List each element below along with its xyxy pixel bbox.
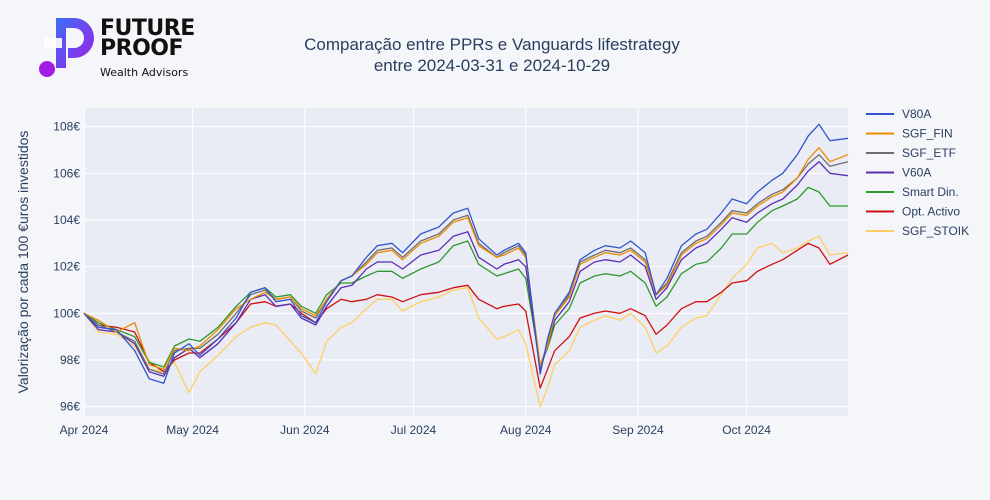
chart-title-line-2: entre 2024-03-31 e 2024-10-29 xyxy=(373,56,611,75)
legend-label: V80A xyxy=(902,107,931,121)
chart-title-line-1: Comparação entre PPRs e Vanguards lifest… xyxy=(304,35,680,54)
y-tick-label: 104€ xyxy=(53,213,80,227)
logo-mark-icon xyxy=(39,18,94,77)
x-tick-label: Apr 2024 xyxy=(60,423,109,437)
legend-label: SGF_ETF xyxy=(902,146,956,160)
series-line-sgf-fin xyxy=(83,147,849,370)
x-tick-label: Jun 2024 xyxy=(280,423,330,437)
plot-area xyxy=(84,108,848,416)
y-tick-label: 106€ xyxy=(53,166,80,180)
series-line-opt-activo xyxy=(83,242,849,389)
series-line-v60a xyxy=(83,161,849,377)
x-tick-label: Oct 2024 xyxy=(722,423,771,437)
y-tick-label: 100€ xyxy=(53,306,80,320)
legend-label: Smart Din. xyxy=(902,185,959,199)
legend-label: SGF_FIN xyxy=(902,127,953,141)
series-lines xyxy=(83,123,849,408)
logo-tagline: Wealth Advisors xyxy=(100,66,189,79)
x-tick-label: Sep 2024 xyxy=(612,423,664,437)
y-tick-label: 108€ xyxy=(53,120,80,134)
y-axis-ticks: 96€ 98€ 100€ 102€ 104€ 106€ 108€ xyxy=(53,120,80,414)
logo-future-text: FUTURE xyxy=(100,16,195,41)
legend-item[interactable]: V80A xyxy=(866,107,931,121)
x-tick-label: Aug 2024 xyxy=(500,423,552,437)
y-tick-label: 98€ xyxy=(60,353,80,367)
legend-item[interactable]: SGF_ETF xyxy=(866,146,956,160)
series-line-smart-din- xyxy=(83,186,848,368)
chart-title: Comparação entre PPRs e Vanguards lifest… xyxy=(0,34,984,76)
x-tick-label: May 2024 xyxy=(166,423,219,437)
legend-item[interactable]: SGF_FIN xyxy=(866,127,953,141)
legend-label: Opt. Activo xyxy=(902,205,960,219)
y-axis-label: Valorização por cada 100 €uros investido… xyxy=(15,131,31,394)
logo-proof-text: PROOF xyxy=(100,36,184,61)
legend-item[interactable]: Smart Din. xyxy=(866,185,959,199)
y-tick-label: 96€ xyxy=(60,400,80,414)
legend-label: V60A xyxy=(902,166,931,180)
grid xyxy=(83,108,848,416)
legend-label: SGF_STOIK xyxy=(902,224,969,238)
series-line-v80a xyxy=(83,123,849,384)
future-proof-logo: FUTURE PROOF Wealth Advisors xyxy=(36,16,206,82)
y-tick-label: 102€ xyxy=(53,260,80,274)
legend-item[interactable]: SGF_STOIK xyxy=(866,224,969,238)
legend-item[interactable]: Opt. Activo xyxy=(866,205,960,219)
legend[interactable]: V80A SGF_FIN SGF_ETF V60A Smart Din. Opt. Act… xyxy=(866,107,969,238)
legend-item[interactable]: V60A xyxy=(866,166,931,180)
x-tick-label: Jul 2024 xyxy=(391,423,437,437)
x-axis-ticks: Apr 2024 May 2024 Jun 2024 Jul 2024 Aug 2024… xyxy=(60,423,772,437)
